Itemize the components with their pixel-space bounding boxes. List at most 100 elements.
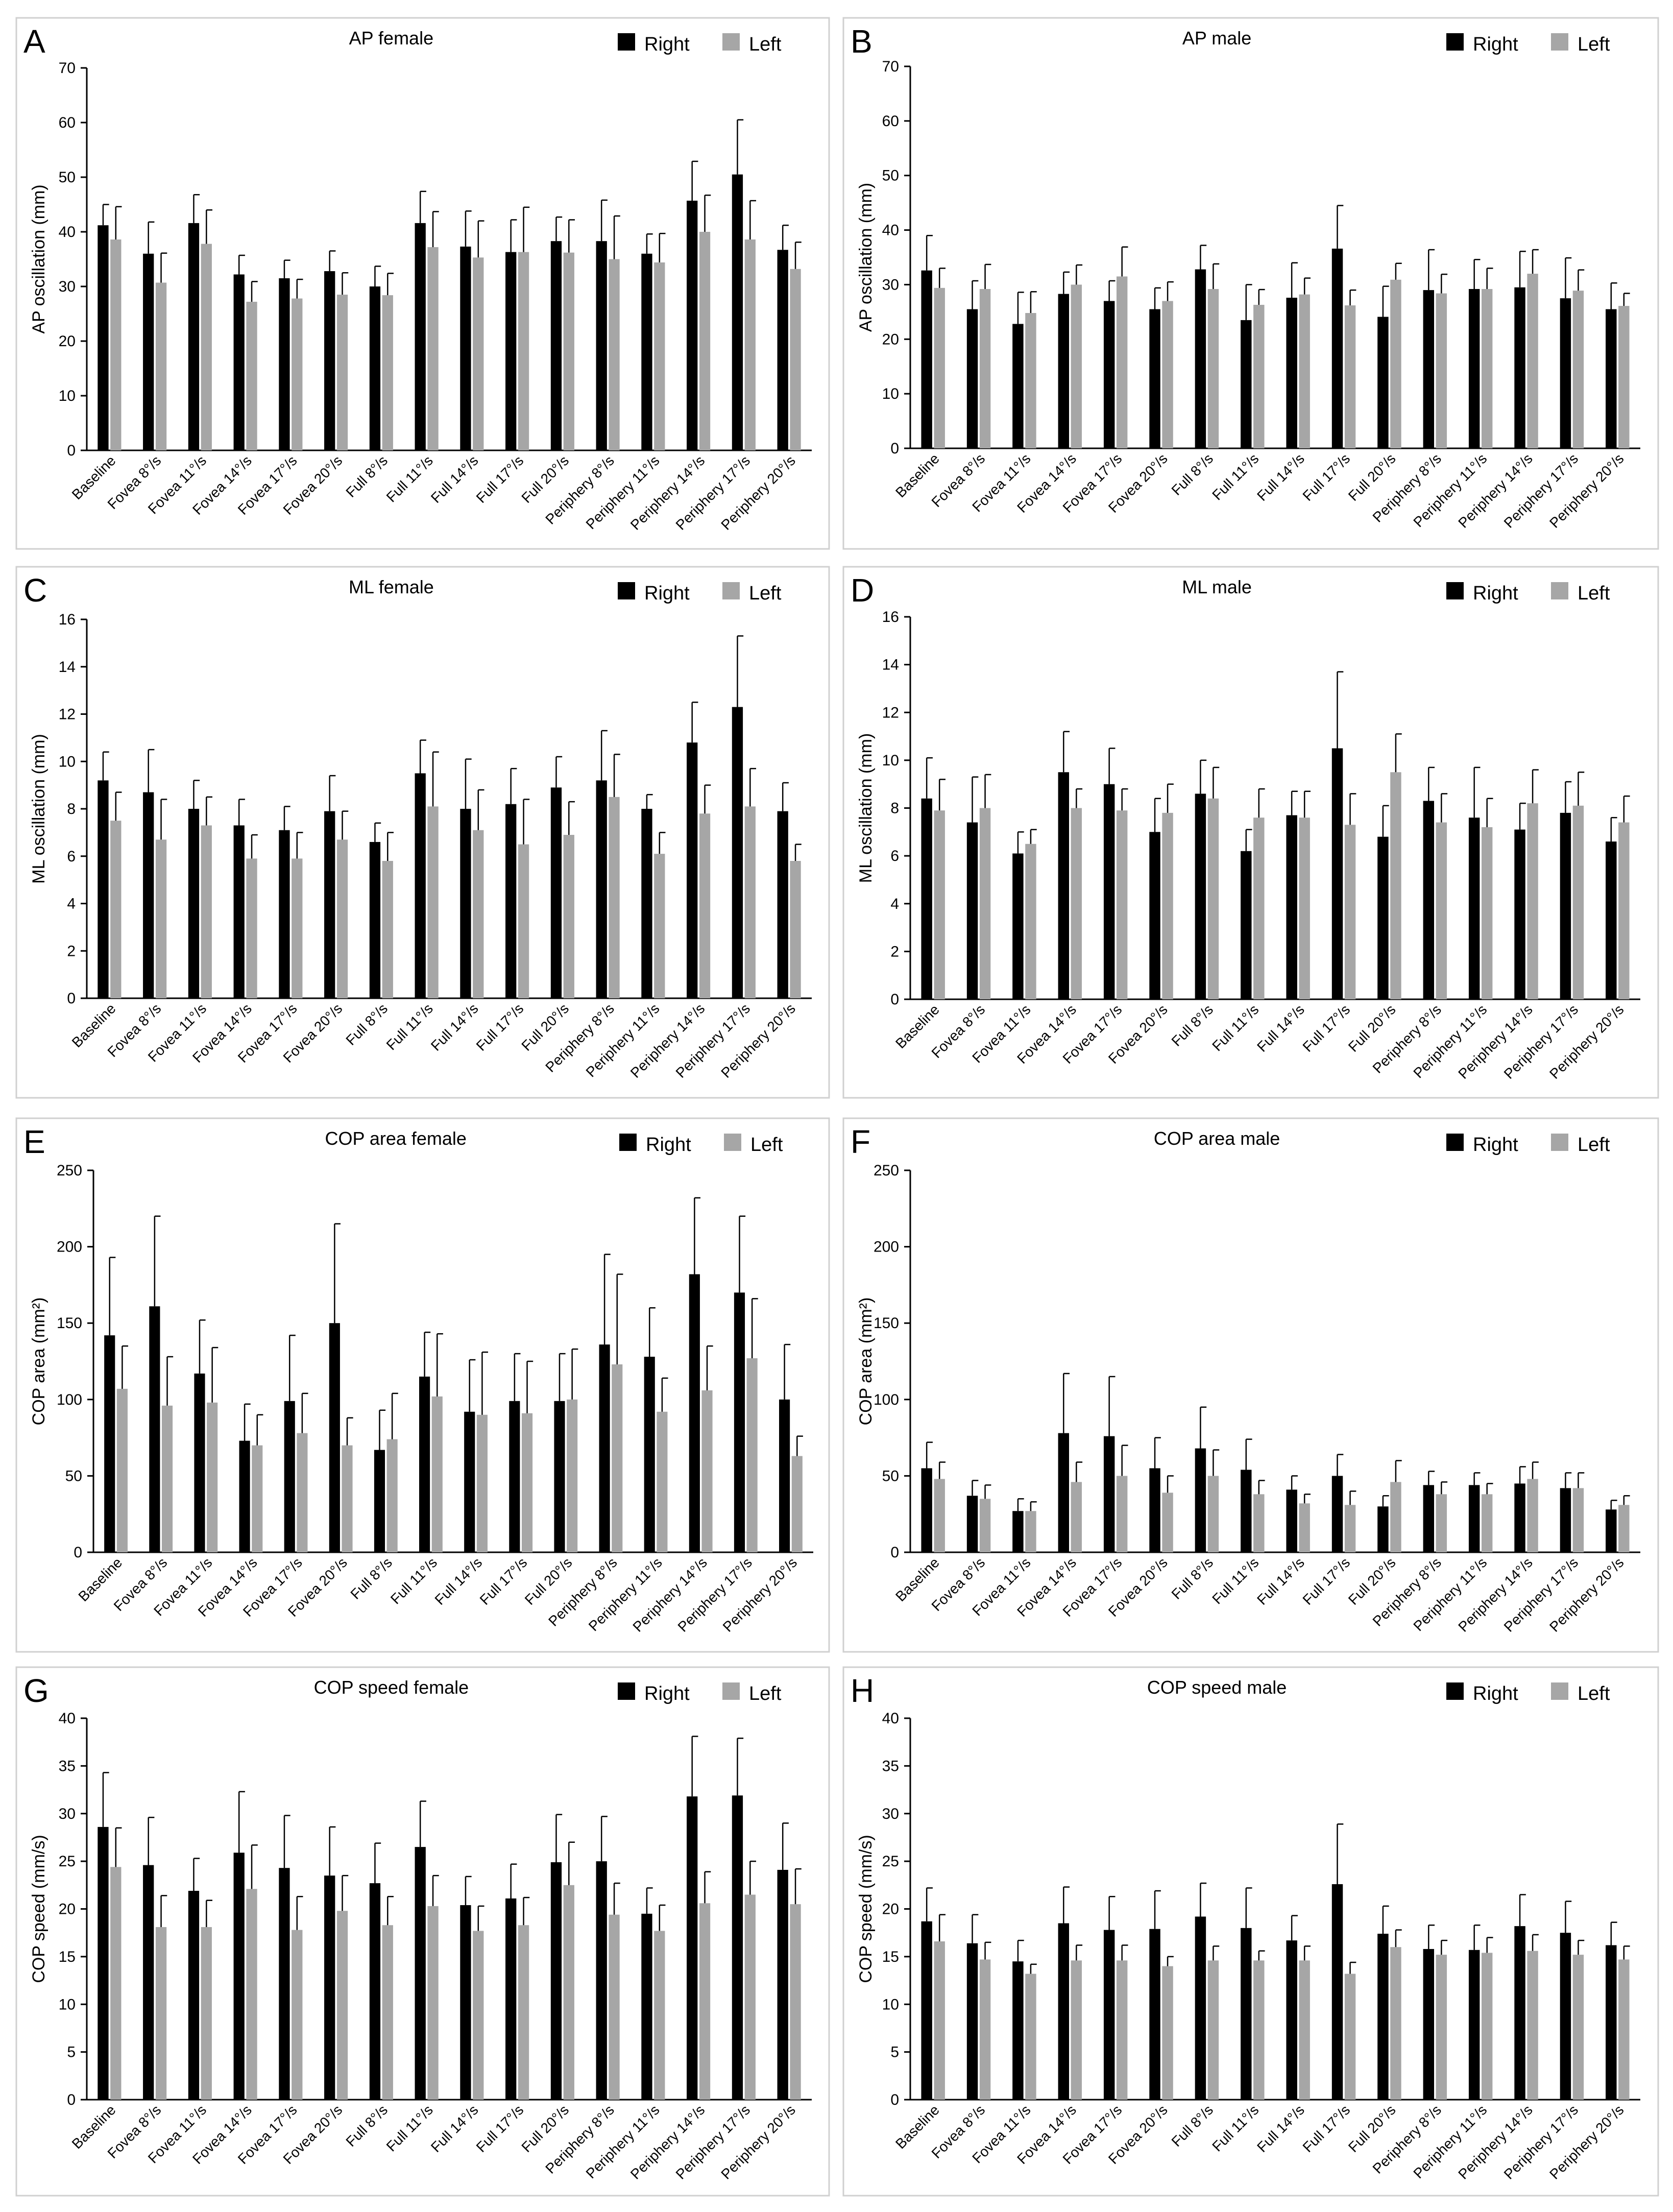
bar-left (1207, 288, 1219, 448)
bar-right (687, 201, 698, 450)
bar-right (777, 1869, 788, 2100)
bar-left (609, 797, 620, 998)
bar-right (1606, 841, 1617, 999)
legend-swatch-right (1446, 33, 1464, 51)
legend-label-right: Right (644, 1683, 690, 1704)
y-tick-label: 0 (890, 991, 899, 1008)
bar-right (644, 1357, 655, 1552)
bar-left (518, 844, 529, 998)
bar-right (1468, 818, 1480, 999)
bar-left (934, 1941, 945, 2100)
bar-right (1195, 1916, 1206, 2100)
y-tick-label: 12 (59, 706, 76, 723)
bar-right (1195, 1448, 1206, 1552)
bar-right (732, 1795, 743, 2100)
bar-right (464, 1411, 475, 1552)
y-tick-label: 14 (882, 657, 899, 674)
bar-left (382, 861, 393, 998)
panel-letter: D (851, 572, 874, 609)
bar-left (699, 232, 711, 450)
bar-right (1377, 317, 1389, 448)
bar-right (279, 830, 290, 998)
bar-left (518, 1925, 529, 2100)
bar-left (1390, 279, 1401, 448)
y-axis-title: ML oscillation (mm) (856, 733, 876, 883)
bar-right (1514, 287, 1525, 448)
panel-letter: A (23, 23, 45, 60)
bar-left (201, 244, 212, 450)
bar-left (699, 1903, 711, 2100)
bar-right (1103, 301, 1115, 448)
bar-left (1481, 1953, 1493, 2100)
legend-swatch-left (724, 1134, 741, 1151)
bar-right (599, 1344, 610, 1552)
chart-panel-g: G COP speed female Right Left 0 5 10 15 20 25 30 35… (15, 1666, 830, 2197)
bar-left (654, 854, 665, 998)
y-tick-label: 70 (59, 60, 76, 77)
bar-left (1116, 810, 1128, 999)
y-tick-label: 60 (59, 114, 76, 131)
bar-left (563, 252, 574, 450)
bar-right (1331, 1884, 1343, 2100)
bar-left (609, 259, 620, 450)
bar-left (1572, 291, 1584, 448)
bar-right (505, 252, 517, 450)
bar-left (1527, 1479, 1538, 1552)
y-tick-label: 8 (67, 801, 76, 818)
bar-right (777, 811, 788, 998)
bar-left (1436, 1494, 1447, 1552)
y-tick-label: 250 (57, 1162, 82, 1179)
bar-left (1253, 1960, 1265, 2100)
bar-left (473, 830, 484, 998)
bar-left (1025, 1511, 1036, 1552)
bar-left (473, 257, 484, 450)
bar-right (1514, 1483, 1525, 1552)
chart-panel-d: D ML male Right Left 0 2 4 6 8 10 12 14 16 ML oscilla… (842, 566, 1659, 1099)
bar-right (1012, 1511, 1024, 1552)
legend-swatch-right (618, 1682, 635, 1700)
bar-left (1299, 818, 1310, 999)
y-tick-label: 70 (882, 58, 899, 75)
bar-right (1103, 1930, 1115, 2100)
legend-label-right: Right (644, 34, 690, 55)
bar-right (966, 309, 978, 448)
bar-right (460, 809, 471, 998)
bar-right (1468, 288, 1480, 448)
y-tick-label: 30 (882, 1806, 899, 1822)
bar-right (415, 773, 426, 998)
bar-right (460, 246, 471, 450)
y-tick-label: 0 (67, 990, 76, 1007)
bar-left (979, 288, 991, 448)
bar-left (746, 1358, 758, 1552)
bar-right (324, 271, 335, 450)
chart-panel-a: A AP female Right Left 0 10 20 30 40 50 60 70 AP osc… (15, 17, 830, 550)
y-tick-label: 60 (882, 113, 899, 130)
y-tick-label: 150 (57, 1315, 82, 1332)
bar-left (1025, 312, 1036, 448)
bar-left (654, 262, 665, 450)
y-tick-label: 50 (882, 1468, 899, 1484)
bar-left (292, 858, 303, 998)
y-tick-label: 50 (882, 167, 899, 184)
y-tick-label: 0 (74, 1544, 82, 1561)
y-tick-label: 16 (59, 611, 76, 628)
bar-right (1560, 1933, 1571, 2100)
bar-right (324, 811, 335, 998)
bar-right (419, 1376, 430, 1552)
y-tick-label: 6 (890, 848, 899, 864)
bar-left (246, 1889, 257, 2100)
panel-frame (842, 17, 1659, 550)
bar-right (233, 1853, 245, 2100)
chart-panel-c: C ML female Right Left 0 2 4 6 8 10 12 14 16 ML oscil… (15, 566, 830, 1099)
legend-label-left: Left (1578, 583, 1610, 604)
bar-right (1514, 1926, 1525, 2100)
bar-left (744, 1894, 756, 2100)
bar-right (1103, 1436, 1115, 1552)
legend-label-right: Right (644, 583, 690, 604)
bar-left (1618, 1505, 1630, 1552)
y-tick-label: 0 (890, 440, 899, 457)
bar-right (98, 225, 109, 450)
bar-left (1299, 1503, 1310, 1552)
bar-left (201, 825, 212, 998)
